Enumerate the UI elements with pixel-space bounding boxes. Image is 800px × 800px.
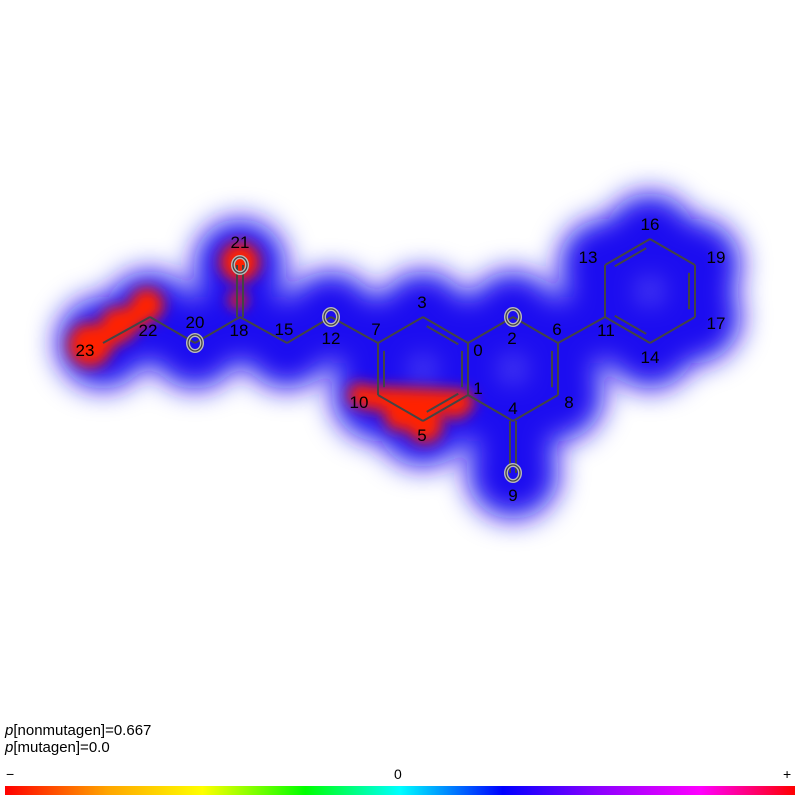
atom-index-label: 1 [473,379,482,398]
bond [614,314,647,335]
color-scale-labels: − 0 + [0,766,800,784]
atom-index-label: 20 [186,313,205,332]
nonmutagen-probability: p[nonmutagen]=0.667 [5,722,152,739]
oxygen-marker-layer [186,255,522,483]
bond [649,316,696,344]
bond [377,394,424,422]
atom-index-label: 19 [707,248,726,267]
positive-blob [220,242,260,282]
prediction-probabilities: p[nonmutagen]=0.667 p[mutagen]=0.0 [5,722,151,756]
oxygen-atom-ring [187,334,203,352]
scale-min-label: − [6,766,15,782]
scale-max-label: + [783,766,792,782]
bond [557,316,606,344]
atom-index-label: 16 [641,215,660,234]
bond [422,394,469,422]
atom-index-label: 6 [552,320,561,339]
bond [649,238,696,266]
atom-index-label: 11 [597,321,615,340]
oxygen-atom-ring [505,464,521,482]
atom-index-label: 5 [417,426,426,445]
bond [422,316,469,344]
atom-index-label: 23 [76,341,95,360]
bond [614,247,647,268]
atom-index-label: 3 [417,293,426,312]
atom-index-label: 13 [579,248,598,267]
atom-index-label: 21 [231,233,250,252]
oxygen-atom-ring [232,256,248,274]
bond [239,316,288,344]
negative-contribution-layer [57,193,741,519]
positive-blob [82,292,163,358]
color-scale-bar [5,786,795,795]
atom-index-label: 0 [473,341,482,360]
oxygen-atom-ring [323,308,339,326]
bond [512,394,559,422]
bond [467,394,514,422]
bond [426,325,459,346]
bond [426,392,459,413]
bond [377,316,424,344]
atom-index-label: 10 [350,393,369,412]
mutagen-probability: p[mutagen]=0.0 [5,739,110,756]
oxygen-atom-ring [505,308,521,326]
atom-index-label: 9 [508,486,517,505]
atom-index-label: 17 [707,314,726,333]
bond [604,316,651,344]
atom-index-label: 22 [139,321,158,340]
bond [604,238,651,266]
atom-index-label: 14 [641,348,660,367]
bond-layer [102,238,696,473]
atom-index-label: 15 [275,320,294,339]
scale-mid-label: 0 [394,766,402,782]
atom-index-label: 12 [322,329,341,348]
atom-index-label: 2 [507,329,516,348]
bond [102,316,151,344]
atom-index-label: 8 [564,393,573,412]
atom-index-label: 18 [230,321,249,340]
atom-index-label: 4 [508,399,517,418]
atom-index-label: 7 [371,320,380,339]
